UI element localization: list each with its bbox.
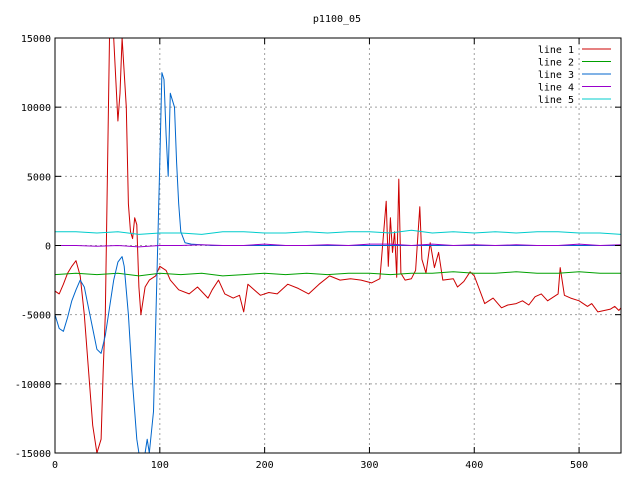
legend-label-1: line 1 — [538, 45, 574, 56]
y-tick-label: 10000 — [21, 103, 51, 114]
x-tick-label: 200 — [256, 460, 274, 471]
series-line-5 — [55, 229, 621, 235]
y-tick-label: -5000 — [21, 311, 51, 322]
series-line-4 — [55, 243, 621, 248]
series-line-3 — [55, 72, 621, 453]
x-tick-label: 500 — [570, 460, 588, 471]
series-line-1 — [55, 38, 621, 453]
series-group — [55, 38, 621, 453]
legend-label-4: line 4 — [538, 83, 574, 94]
chart-title: p1100_05 — [313, 14, 361, 25]
axis-ticks: 0 100 200 300 400 500 -15000 -10000 -5000 0 5000 10… — [15, 34, 621, 471]
y-tick-label: 5000 — [27, 172, 51, 183]
series-line-2 — [55, 271, 621, 277]
legend-label-3: line 3 — [538, 70, 574, 81]
y-tick-label: 15000 — [21, 34, 51, 45]
legend-label-2: line 2 — [538, 58, 574, 69]
x-tick-label: 100 — [151, 460, 169, 471]
y-tick-label: -10000 — [15, 380, 51, 391]
y-tick-label: -15000 — [15, 449, 51, 460]
x-tick-label: 400 — [465, 460, 483, 471]
legend-label-5: line 5 — [538, 95, 574, 106]
x-tick-label: 300 — [360, 460, 378, 471]
x-tick-label: 0 — [52, 460, 58, 471]
y-tick-label: 0 — [45, 242, 51, 253]
